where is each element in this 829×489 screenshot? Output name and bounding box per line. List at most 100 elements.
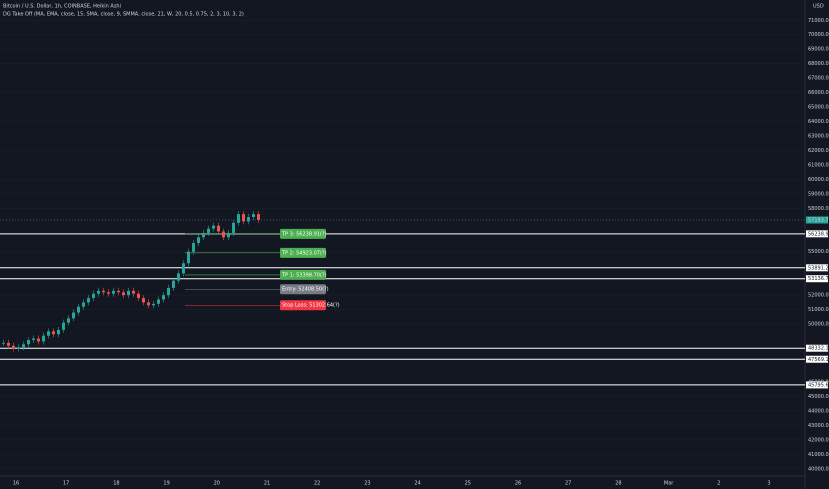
signal-label: Entry: 52408.50(?) <box>282 287 329 293</box>
level-tag <box>806 264 828 272</box>
candle <box>22 344 25 348</box>
candle <box>42 335 45 342</box>
x-tick-label: 21 <box>264 481 270 487</box>
candle <box>77 306 80 313</box>
candle <box>202 232 205 238</box>
signal-box <box>280 269 326 280</box>
candle <box>62 322 65 330</box>
y-tick-label: 71000.00 <box>808 18 829 24</box>
candle <box>232 222 235 233</box>
candle <box>252 214 255 218</box>
candle <box>102 290 105 293</box>
candle <box>87 298 90 303</box>
candle <box>32 338 35 340</box>
candle <box>257 214 260 220</box>
candle <box>142 298 145 303</box>
candle <box>177 273 180 281</box>
x-tick-label: 27 <box>565 481 571 487</box>
symbol: Bitcoin / U.S. Dollar, 1h, COINBASE, Hei… <box>3 4 121 10</box>
candle <box>47 331 50 336</box>
y-tick-label: 64000.00 <box>808 119 829 125</box>
y-tick-label: 61000.00 <box>808 162 829 168</box>
y-tick-label: 70000.00 <box>808 32 829 38</box>
last-price-tag <box>806 216 828 224</box>
y-tick-label: 67000.00 <box>808 76 829 82</box>
y-tick-label: 52000.00 <box>808 293 829 299</box>
last-price-label: 57193.70 <box>808 218 829 224</box>
candle <box>242 214 245 222</box>
y-tick-label: 41000.00 <box>808 452 829 458</box>
level-label: 53136.77 <box>808 276 829 282</box>
candle <box>37 338 40 342</box>
y-tick-label: 45000.00 <box>808 394 829 400</box>
candle <box>132 290 135 294</box>
y-tick-label: 50000.00 <box>808 322 829 328</box>
y-tick-label: 55000.00 <box>808 249 829 255</box>
candle <box>212 225 215 229</box>
x-tick-label: 19 <box>163 481 169 487</box>
x-tick-label: 24 <box>414 481 420 487</box>
x-tick-label: 18 <box>113 481 119 487</box>
candle <box>187 251 190 264</box>
candle <box>227 232 230 238</box>
y-tick-label: 60000.00 <box>808 177 829 183</box>
signal-box <box>280 247 326 258</box>
y-tick-label: 51000.00 <box>808 307 829 313</box>
currency: USD <box>813 4 824 10</box>
x-tick-label: 3 <box>767 481 770 487</box>
x-tick-label: 26 <box>515 481 521 487</box>
candle <box>157 299 160 304</box>
x-tick-label: 16 <box>13 481 19 487</box>
x-tick-label: 20 <box>214 481 220 487</box>
candle <box>107 292 110 294</box>
x-tick-label: 25 <box>465 481 471 487</box>
candle <box>72 312 75 319</box>
level-label: 45795.61 <box>808 382 829 388</box>
candle <box>162 295 165 300</box>
y-tick-label: 59000.00 <box>808 191 829 197</box>
candle <box>192 243 195 252</box>
candle <box>17 347 20 349</box>
level-tag <box>806 344 828 352</box>
candle <box>207 228 210 233</box>
candle <box>52 331 55 335</box>
y-tick-label: 44000.00 <box>808 408 829 414</box>
level-label: 53891.25 <box>808 265 829 271</box>
candle <box>147 302 150 306</box>
level-tag <box>806 230 828 238</box>
y-tick-label: 68000.00 <box>808 61 829 67</box>
candle <box>127 290 130 296</box>
candle <box>222 231 225 238</box>
y-tick-label: 58000.00 <box>808 206 829 212</box>
y-tick-label: 65000.00 <box>808 105 829 111</box>
candle <box>27 340 30 345</box>
candle <box>82 302 85 307</box>
level-label: 56238.91 <box>808 231 829 237</box>
level-tag <box>806 355 828 363</box>
signal-label: Stop Loss: 51302.64(?) <box>282 303 340 309</box>
signal-box <box>280 228 326 239</box>
y-tick-label: 42000.00 <box>808 437 829 443</box>
candle <box>172 280 175 288</box>
x-tick-label: 28 <box>615 481 621 487</box>
candle <box>167 287 170 296</box>
y-tick-label: 69000.00 <box>808 47 829 53</box>
signal-box <box>280 300 326 311</box>
candle <box>182 263 185 274</box>
candle <box>217 225 220 232</box>
y-tick-label: 43000.00 <box>808 423 829 429</box>
candle <box>137 293 140 299</box>
x-tick-label: 17 <box>63 481 69 487</box>
candle <box>7 342 10 346</box>
candle <box>97 290 100 294</box>
signal-label: TP 2: 54923.07(?) <box>281 250 327 256</box>
candle <box>117 290 120 293</box>
level-tag <box>806 275 828 283</box>
candle <box>197 237 200 244</box>
x-tick-label: 22 <box>314 481 320 487</box>
candle <box>152 303 155 306</box>
x-tick-label: 2 <box>717 481 720 487</box>
level-tag <box>806 381 828 389</box>
level-label: 47569.15 <box>808 357 829 363</box>
